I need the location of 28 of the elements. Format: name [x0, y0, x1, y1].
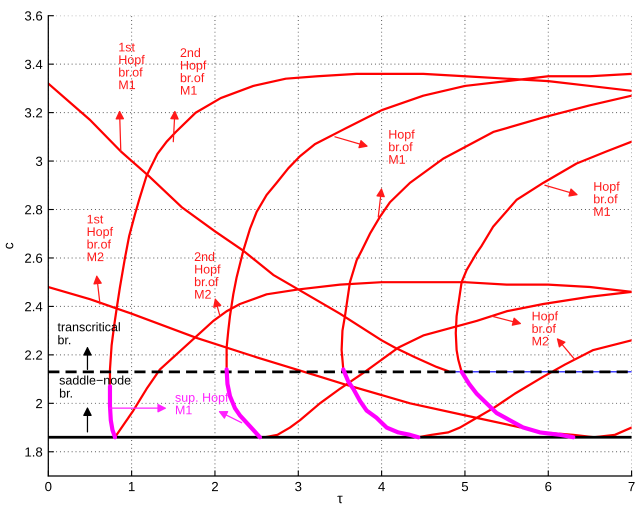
x-tick-label: 1 — [128, 482, 135, 492]
x-tick-label: 5 — [462, 482, 468, 492]
y-tick-label: 3 — [36, 156, 42, 166]
y-tick-label: 2.6 — [25, 254, 42, 263]
x-tick-label: 7 — [628, 482, 635, 492]
annotation: Hopf br.of M2 — [532, 311, 558, 346]
annotation: Hopf br.of M1 — [389, 130, 415, 164]
annotation: 2nd Hopf br.of M1 — [180, 48, 206, 95]
y-tick-label: 2.2 — [25, 350, 42, 360]
x-tick-label: 2 — [212, 482, 218, 492]
y-tick-label: 3.6 — [24, 11, 42, 21]
y-tick-label: 2 — [36, 398, 42, 408]
x-tick-label: 3 — [295, 482, 302, 492]
y-tick-label: 3.4 — [24, 60, 42, 70]
annotation: 1st Hopf br.of M1 — [119, 42, 145, 90]
annotation: 1st Hopf br.of M2 — [87, 214, 114, 262]
y-tick-label: 3.2 — [24, 108, 42, 118]
annotation: Hopf br.of M1 — [594, 182, 620, 216]
annotation: 2nd Hopf br.of M2 — [194, 252, 221, 299]
y-tick-label: 1.8 — [25, 447, 42, 457]
annotation: sup. Hopf M1 — [175, 392, 228, 414]
x-tick-label: 0 — [45, 482, 52, 492]
y-tick-label: 2.8 — [25, 205, 42, 214]
y-tick-label: 2.4 — [25, 302, 42, 312]
x-axis-title: τ — [337, 496, 343, 504]
x-tick-label: 4 — [378, 482, 385, 492]
y-axis-title: c — [6, 242, 14, 249]
x-tick-label: 6 — [545, 482, 552, 492]
